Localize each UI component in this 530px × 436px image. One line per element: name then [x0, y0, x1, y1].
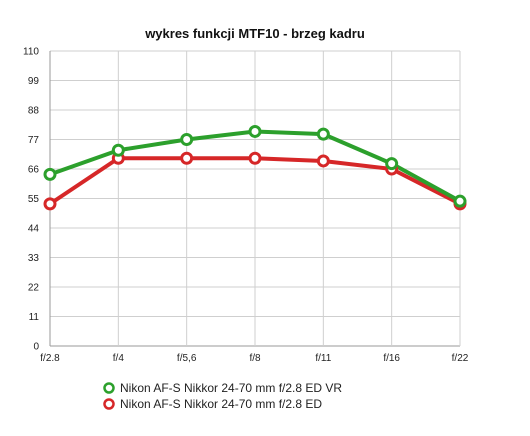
legend-marker: [103, 382, 115, 394]
y-axis-ticks: 0 11 22 33 44 55 66 77 88 99 110: [23, 47, 39, 353]
data-point: [43, 197, 57, 211]
legend: Nikon AF-S Nikkor 24-70 mm f/2.8 ED VR Ni…: [103, 381, 342, 411]
x-tick-label: f/16: [383, 353, 400, 364]
y-tick-label: 44: [28, 224, 40, 235]
x-tick-label: f/8: [249, 353, 261, 364]
y-tick-label: 110: [23, 47, 39, 58]
y-tick-label: 11: [29, 312, 40, 323]
data-point: [180, 151, 194, 165]
data-point: [248, 151, 262, 165]
x-tick-label: f/2.8: [40, 353, 60, 364]
data-point: [316, 154, 330, 168]
y-tick-label: 22: [28, 283, 40, 294]
x-axis-ticks: f/2.8 f/4 f/5,6 f/8 f/11 f/16 f/22: [40, 353, 469, 364]
series-lines: [43, 124, 467, 211]
data-point: [248, 124, 262, 138]
legend-label: Nikon AF-S Nikkor 24-70 mm f/2.8 ED: [120, 397, 322, 411]
y-tick-label: 33: [28, 253, 40, 264]
x-tick-label: f/11: [315, 353, 331, 364]
x-tick-label: f/4: [113, 353, 125, 364]
data-point: [316, 127, 330, 141]
data-point: [453, 194, 467, 208]
y-tick-label: 88: [28, 106, 40, 117]
data-point: [385, 157, 399, 171]
grid-lines: [49, 50, 461, 347]
y-tick-label: 55: [28, 194, 40, 205]
data-point: [43, 167, 57, 181]
legend-marker: [103, 398, 115, 410]
data-point: [111, 143, 125, 157]
y-tick-label: 99: [28, 76, 40, 87]
y-tick-label: 77: [28, 135, 40, 146]
legend-label: Nikon AF-S Nikkor 24-70 mm f/2.8 ED VR: [120, 381, 342, 395]
x-tick-label: f/5,6: [177, 353, 197, 364]
data-point: [180, 133, 194, 146]
y-tick-label: 66: [28, 165, 40, 176]
chart-title: wykres funkcji MTF10 - brzeg kadru: [144, 26, 365, 41]
x-tick-label: f/22: [452, 353, 469, 364]
y-tick-label: 0: [33, 342, 39, 353]
